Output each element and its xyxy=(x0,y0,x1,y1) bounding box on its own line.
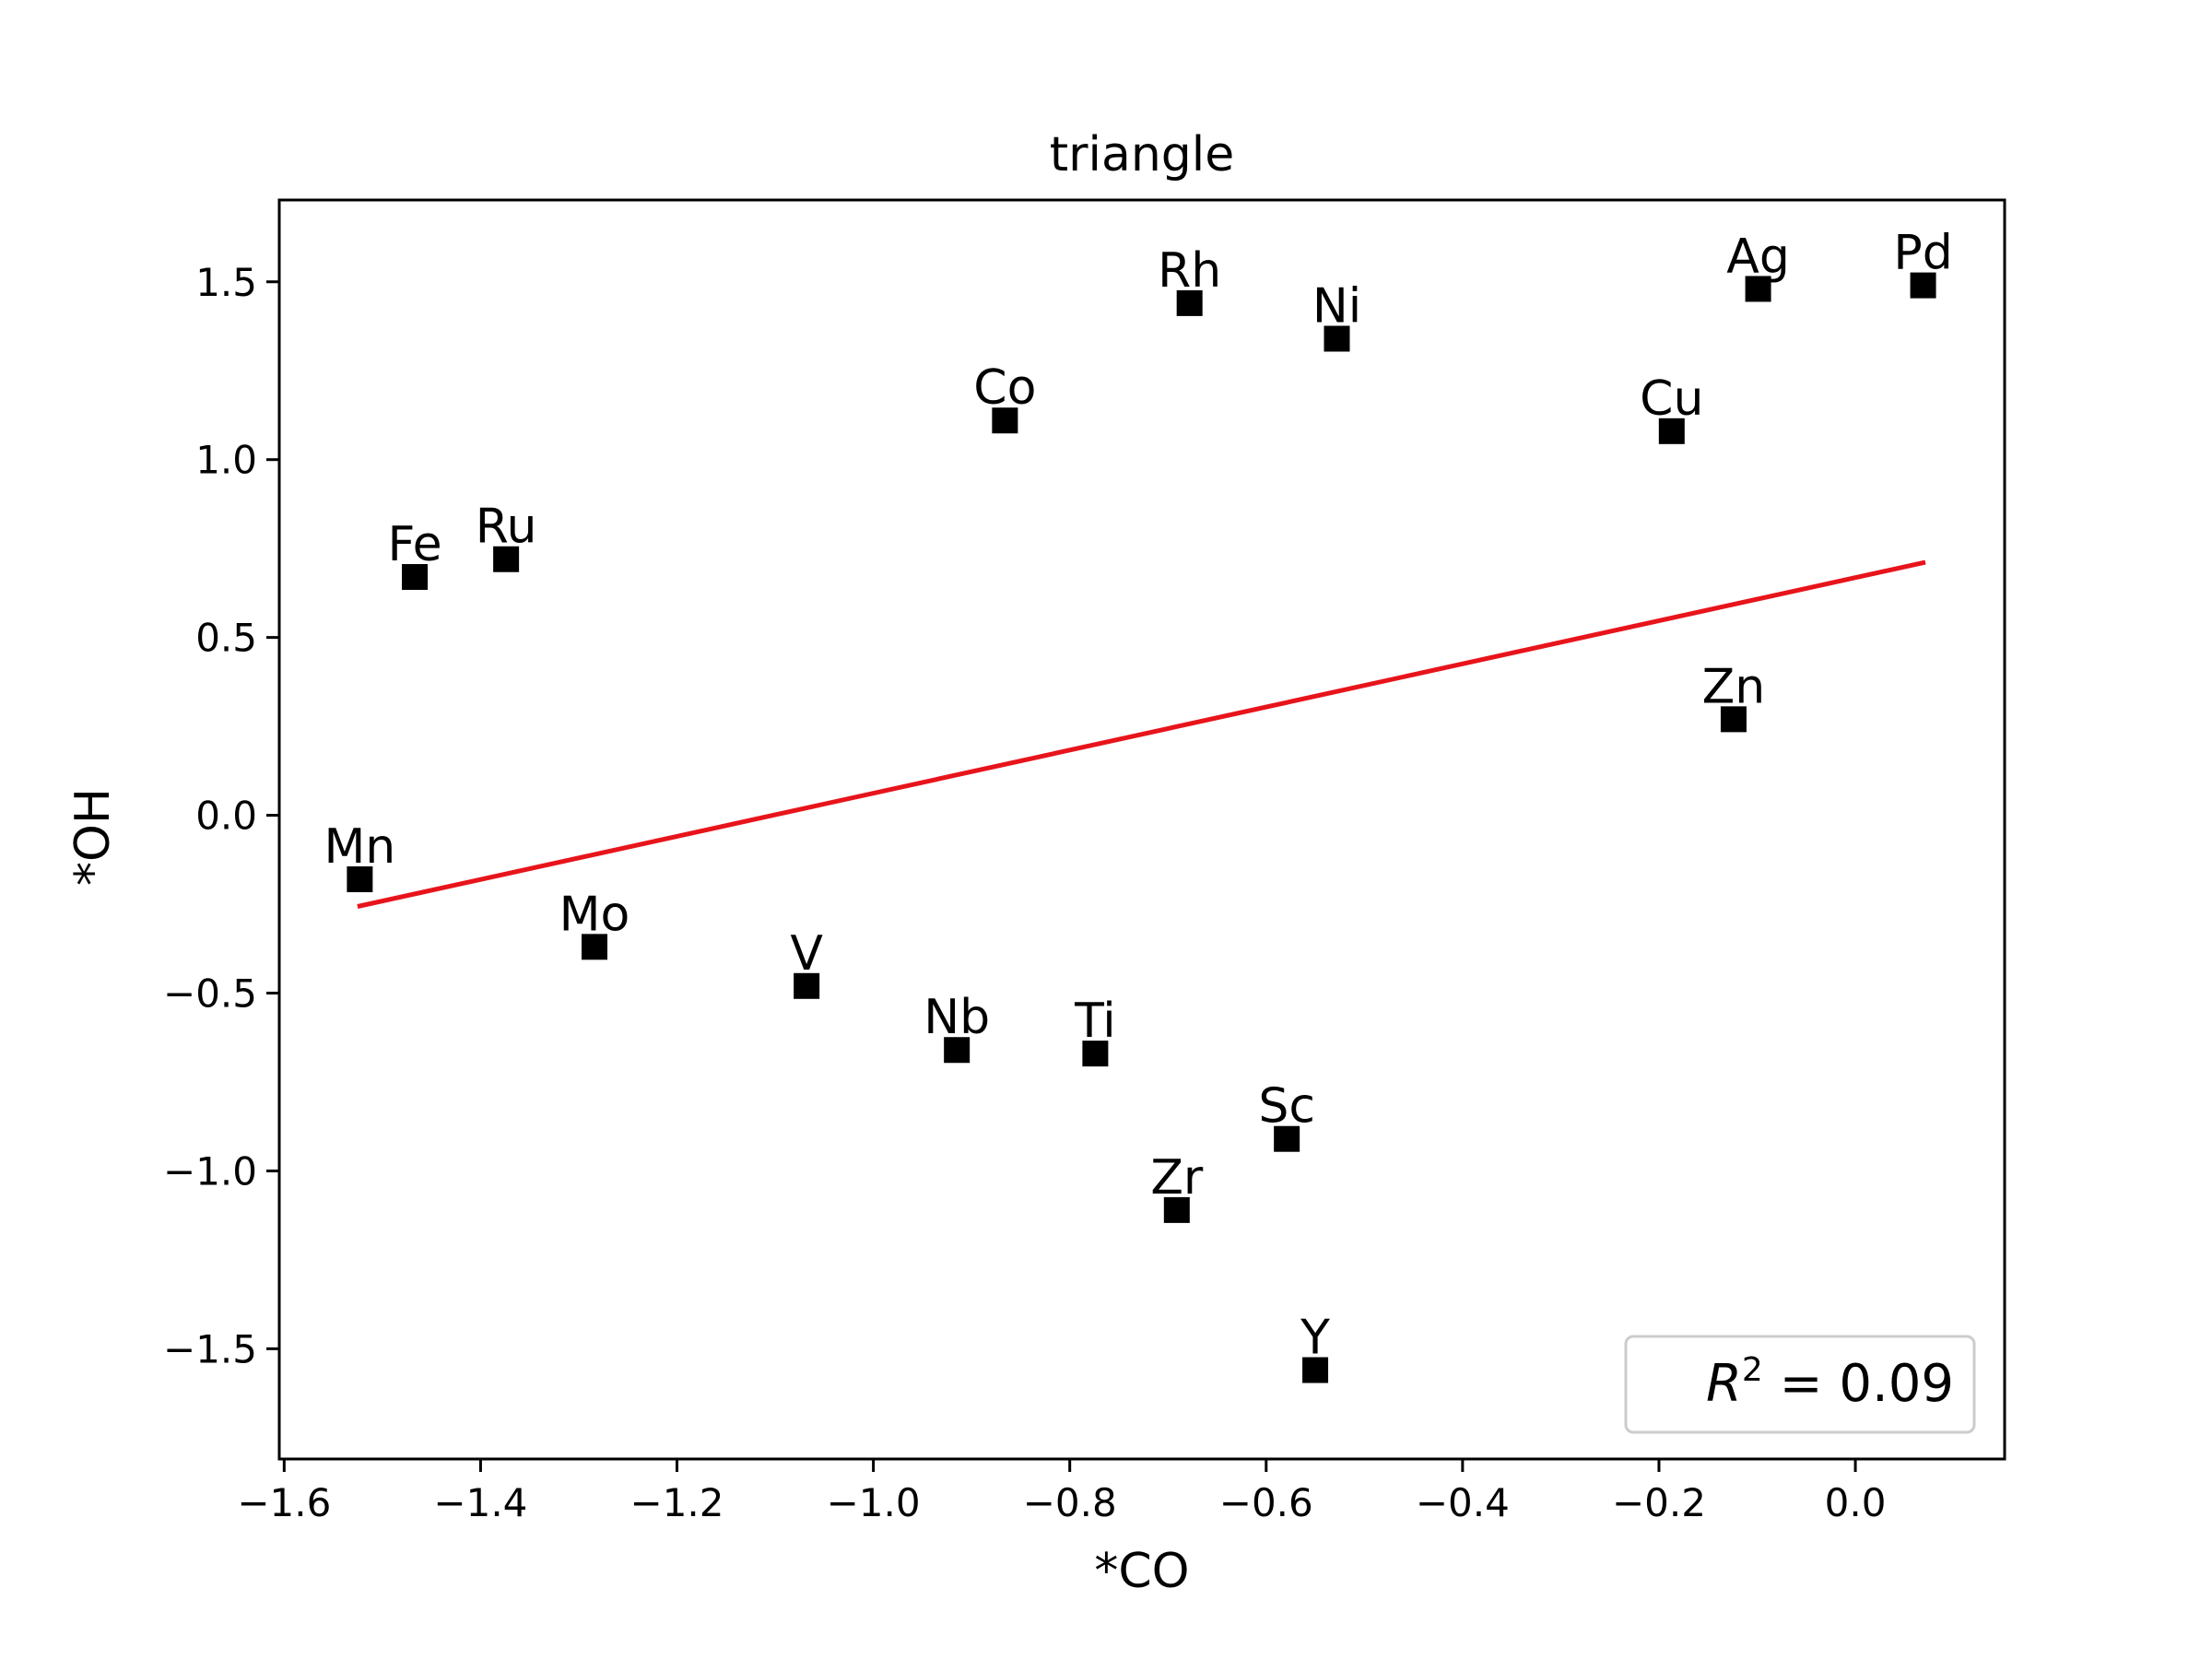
point-label-cu: Cu xyxy=(1640,371,1703,427)
point-label-rh: Rh xyxy=(1158,243,1221,299)
point-marker-ni xyxy=(1324,325,1350,352)
chart-title: triangle xyxy=(1050,127,1234,182)
legend-r2-text: R2 = 0.09 xyxy=(1706,1351,1954,1414)
point-marker-rh xyxy=(1176,289,1203,316)
x-tick-label: −1.4 xyxy=(433,1480,527,1525)
x-tick-label: −0.6 xyxy=(1219,1480,1313,1525)
x-tick-label: −0.2 xyxy=(1612,1480,1706,1525)
y-tick-label: 1.5 xyxy=(195,260,257,305)
point-marker-co xyxy=(992,407,1018,434)
point-marker-ag xyxy=(1745,276,1771,302)
point-marker-v xyxy=(794,972,820,999)
point-label-v: V xyxy=(790,926,823,982)
point-label-ni: Ni xyxy=(1312,278,1361,334)
point-marker-zr xyxy=(1163,1196,1190,1223)
x-tick-label: −1.0 xyxy=(827,1480,921,1525)
y-tick-label: 1.0 xyxy=(195,438,257,483)
point-marker-mo xyxy=(582,934,608,960)
point-marker-zn xyxy=(1720,706,1747,733)
legend-superscript: 2 xyxy=(1742,1351,1763,1389)
y-axis-label: *OH xyxy=(65,788,121,886)
x-axis-label: *CO xyxy=(1094,1544,1189,1599)
point-label-pd: Pd xyxy=(1893,226,1952,281)
legend-r-symbol: R xyxy=(1706,1354,1742,1414)
point-marker-y xyxy=(1302,1357,1329,1383)
point-marker-fe xyxy=(402,564,429,591)
data-points xyxy=(347,272,1936,1383)
point-label-ru: Ru xyxy=(476,500,537,555)
y-axis-ticks: −1.5 −1.0 −0.5 0.0 0.5 1.0 1.5 xyxy=(163,260,279,1371)
y-tick-label: 0.0 xyxy=(195,794,257,839)
legend-r2-value: 0.09 xyxy=(1839,1354,1954,1414)
point-label-mn: Mn xyxy=(324,819,395,875)
point-label-sc: Sc xyxy=(1258,1079,1315,1135)
regression-fit-line xyxy=(357,559,1926,909)
legend: R2 = 0.09 xyxy=(1624,1335,1976,1434)
y-tick-label: −1.5 xyxy=(163,1326,257,1371)
point-label-zn: Zn xyxy=(1702,659,1766,714)
point-label-ag: Ag xyxy=(1726,229,1790,284)
point-label-zr: Zr xyxy=(1150,1150,1204,1206)
legend-equals: = xyxy=(1763,1354,1840,1414)
point-label-co: Co xyxy=(973,360,1036,416)
point-marker-ru xyxy=(493,546,520,572)
point-marker-nb xyxy=(944,1037,971,1064)
point-label-ti: Ti xyxy=(1074,994,1116,1049)
point-labels: Fe Ru Mn Mo V Co Nb Ti Rh Zr Ni Sc Y Cu Ag Zn Pd xyxy=(324,226,1952,1366)
point-marker-sc xyxy=(1274,1125,1300,1152)
x-tick-label: −0.8 xyxy=(1023,1480,1117,1525)
y-tick-label: −1.0 xyxy=(163,1148,257,1194)
y-tick-label: 0.5 xyxy=(195,616,257,661)
fit-line xyxy=(357,559,1926,909)
x-tick-label: −0.4 xyxy=(1416,1480,1510,1525)
point-label-y: Y xyxy=(1300,1311,1330,1366)
point-marker-cu xyxy=(1658,418,1685,444)
point-marker-pd xyxy=(1910,272,1936,299)
y-tick-label: −0.5 xyxy=(163,971,257,1017)
point-marker-mn xyxy=(347,866,373,893)
x-tick-label: 0.0 xyxy=(1825,1480,1887,1525)
legend-box xyxy=(1624,1335,1976,1434)
point-marker-ti xyxy=(1082,1041,1109,1067)
x-axis-ticks: −1.6 −1.4 −1.2 −1.0 −0.8 −0.6 −0.4 −0.2 0.0 xyxy=(237,1459,1886,1525)
x-tick-label: −1.6 xyxy=(237,1480,331,1525)
point-label-mo: Mo xyxy=(559,887,630,942)
plot-frame xyxy=(277,198,2006,1461)
point-label-fe: Fe xyxy=(388,517,442,572)
x-tick-label: −1.2 xyxy=(630,1480,724,1525)
point-label-nb: Nb xyxy=(924,990,990,1045)
